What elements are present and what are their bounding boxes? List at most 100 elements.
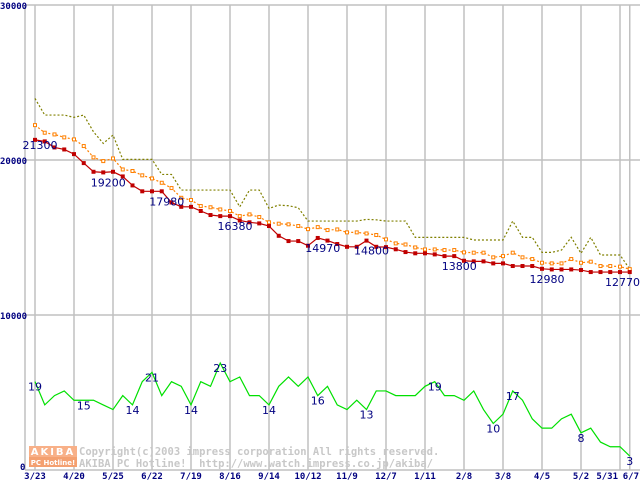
copyright-text: Copyright(c)2003 impress corporation All…	[79, 446, 439, 458]
count-label: 17	[506, 390, 520, 403]
price-label: 14970	[305, 242, 340, 255]
data-point-average	[384, 237, 388, 242]
data-point-average	[276, 221, 281, 226]
data-point-min	[501, 261, 505, 266]
data-point-min	[120, 174, 125, 179]
data-point-average	[364, 231, 369, 236]
data-point-average	[247, 212, 252, 217]
series-average	[33, 123, 632, 272]
price-label: 12770	[605, 276, 640, 289]
data-point-min	[198, 208, 203, 213]
count-label: 10	[486, 423, 500, 436]
data-point-min	[384, 245, 388, 250]
data-point-average	[569, 257, 574, 262]
data-point-average	[345, 230, 349, 235]
x-tick-label: 5/25	[102, 472, 124, 480]
data-point-min	[81, 161, 86, 166]
count-label: 15	[77, 399, 91, 412]
data-point-min	[276, 233, 281, 238]
data-point-average	[393, 241, 398, 246]
data-point-average	[491, 255, 496, 260]
data-point-min	[413, 251, 418, 256]
data-point-average	[598, 264, 603, 269]
data-point-min	[306, 243, 310, 248]
data-point-average	[579, 260, 583, 265]
count-label: 23	[213, 362, 227, 375]
price-label: 12980	[530, 273, 565, 286]
x-tick-label: 2/8	[456, 472, 472, 480]
x-tick-label: 12/7	[375, 472, 397, 480]
count-label: 21	[145, 371, 159, 384]
data-point-average	[33, 123, 37, 128]
data-point-average	[481, 250, 486, 255]
data-point-average	[549, 261, 554, 266]
data-point-min	[72, 152, 76, 157]
data-point-average	[130, 169, 135, 174]
data-point-min	[491, 261, 496, 266]
data-point-average	[52, 132, 57, 137]
price-label: 19200	[91, 176, 126, 189]
data-point-average	[374, 233, 379, 238]
x-tick-label: 4/20	[63, 472, 85, 480]
data-point-average	[588, 259, 593, 264]
data-point-average	[189, 197, 193, 202]
count-label: 19	[428, 381, 442, 394]
series-min	[33, 137, 632, 275]
data-point-min	[442, 254, 447, 259]
x-tick-label: 4/5	[534, 472, 550, 480]
x-tick-label: 9/14	[258, 472, 280, 480]
data-point-min	[150, 189, 154, 194]
series-line-max	[34, 98, 631, 270]
logo-akiba: AKIBA	[31, 447, 76, 458]
x-axis-ticks: 3/23 4/20 5/25 6/22 7/19 8/16 9/14 10/12 11/9 12/…	[24, 472, 639, 480]
y-tick-label: 10000	[0, 312, 27, 322]
data-point-min	[208, 213, 213, 218]
data-point-min	[618, 270, 622, 275]
data-point-min	[42, 139, 47, 144]
data-point-min	[140, 189, 145, 194]
price-label: 14800	[354, 245, 389, 258]
data-point-min	[286, 239, 291, 244]
data-point-average	[101, 159, 106, 164]
data-point-average	[471, 250, 476, 255]
data-point-average	[530, 257, 535, 262]
data-point-min	[423, 251, 427, 256]
data-point-average	[335, 227, 340, 232]
data-point-min	[52, 145, 57, 150]
count-label: 3	[626, 455, 633, 468]
data-point-min	[462, 258, 466, 263]
price-label: 13800	[442, 260, 477, 273]
data-point-min	[510, 264, 515, 269]
count-label: 14	[262, 404, 276, 417]
data-point-min	[237, 218, 242, 223]
data-point-average	[608, 264, 613, 269]
data-point-min	[393, 247, 398, 252]
data-point-min	[354, 244, 359, 249]
data-point-min	[335, 242, 340, 247]
x-tick-label: 10/12	[294, 472, 321, 480]
data-point-min	[364, 238, 369, 243]
x-tick-label: 5/2	[573, 472, 589, 480]
data-point-average	[306, 227, 310, 232]
data-point-average	[618, 264, 622, 269]
data-point-average	[286, 222, 291, 227]
data-point-min	[530, 264, 535, 269]
x-tick-label: 8/16	[219, 472, 241, 480]
data-point-min	[189, 204, 193, 209]
y-tick-label: 30000	[0, 2, 27, 12]
data-labels: 21300 19200 17980 16380 14970 14800 13800 12980…	[23, 139, 640, 468]
data-point-min	[345, 244, 349, 249]
data-point-min	[111, 169, 115, 174]
data-point-min	[179, 204, 184, 209]
x-tick-label: 3/23	[24, 472, 46, 480]
data-point-min	[452, 254, 457, 259]
price-label: 16380	[218, 220, 253, 233]
data-point-average	[432, 247, 437, 252]
data-point-average	[169, 186, 174, 191]
watermark: AKIBA PC Hotline! Copyright(c)2003 impre…	[29, 446, 439, 470]
data-point-min	[247, 220, 252, 225]
data-point-average	[423, 247, 427, 252]
data-point-min	[101, 170, 106, 175]
